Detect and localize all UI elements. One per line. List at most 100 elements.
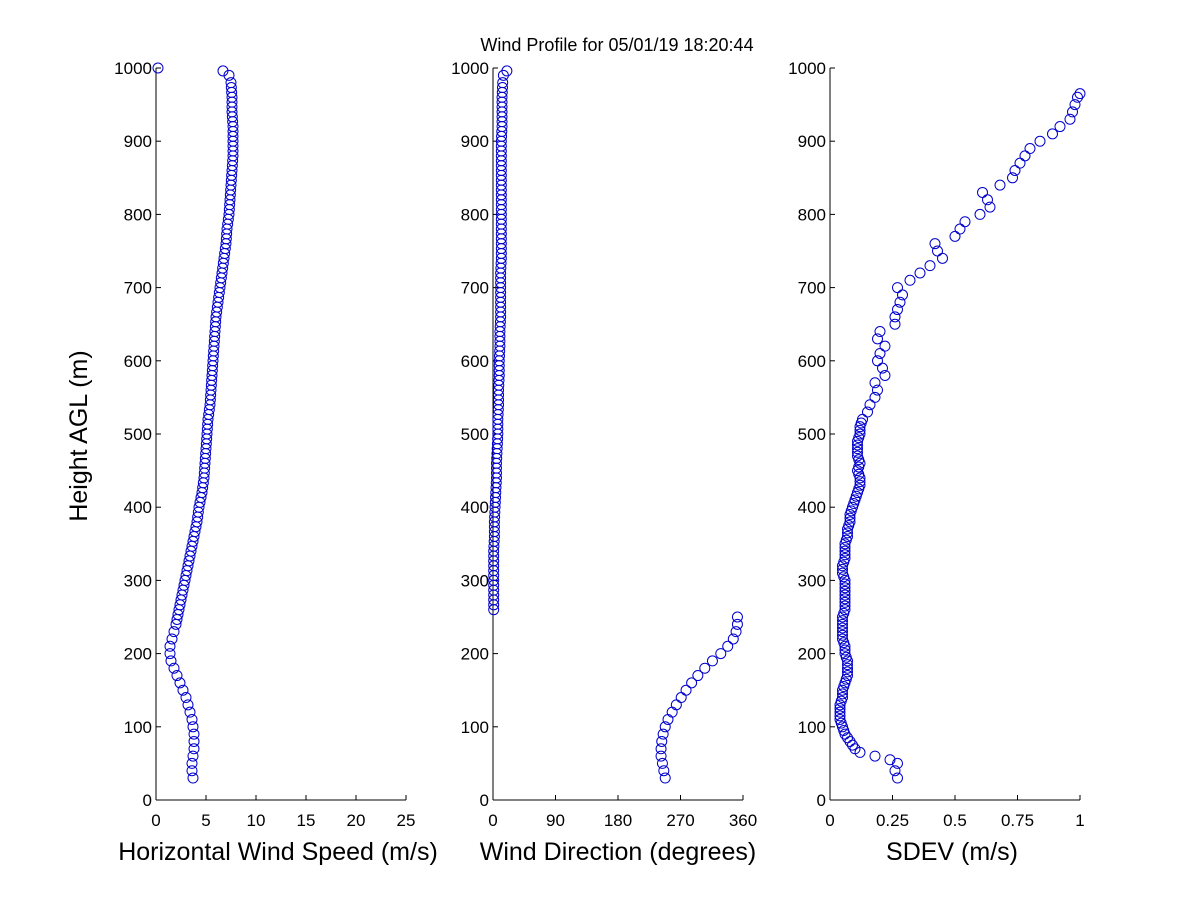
sdev-data-point <box>840 534 852 546</box>
speed-data-point <box>188 728 200 740</box>
sdev-data-point <box>839 549 851 561</box>
sdev-data-point <box>974 208 986 220</box>
speed-data-point <box>187 772 199 784</box>
sdev-data-point <box>1007 172 1018 184</box>
sdev-data-point <box>843 520 855 531</box>
sdev-y-tick-label: 100 <box>798 718 826 737</box>
sdev-data-point <box>1067 106 1078 118</box>
speed-data-point <box>186 765 198 777</box>
sdev-data-point <box>839 600 851 612</box>
y-axis-label: Height AGL (m) <box>65 350 93 521</box>
sdev-data-point <box>914 267 926 279</box>
speed-y-tick-label: 200 <box>124 645 152 664</box>
direction-x-axis-label: Wind Direction (degrees) <box>480 838 757 866</box>
speed-y-tick-label: 900 <box>124 132 152 151</box>
sdev-data-point <box>849 743 861 755</box>
direction-y-tick-label: 200 <box>461 645 489 664</box>
sdev-data-point <box>838 724 850 736</box>
sdev-data-point <box>894 296 906 308</box>
direction-data-point <box>659 772 671 784</box>
speed-data-point <box>187 721 199 733</box>
sdev-data-point <box>845 505 857 517</box>
sdev-data-point <box>1019 150 1031 162</box>
sdev-data-point <box>838 607 850 619</box>
panel-speed: 0 100 200 300 400 500 600 700 800 900 1000 0 5 10 15 20… <box>114 59 438 866</box>
direction-y-tick-label: 100 <box>461 718 489 737</box>
sdev-data-point <box>853 432 865 444</box>
sdev-data-point <box>835 717 847 729</box>
sdev-data-point <box>838 681 850 693</box>
direction-data-point <box>731 618 743 630</box>
sdev-data-point <box>854 424 866 436</box>
direction-data-point <box>655 750 667 762</box>
sdev-data-point <box>1069 99 1081 111</box>
sdev-data-point <box>839 644 851 656</box>
direction-data-point <box>658 765 670 777</box>
speed-y-tick-label: 700 <box>124 279 152 298</box>
sdev-x-tick-label: 1 <box>1075 811 1084 830</box>
sdev-data-point <box>839 582 851 594</box>
speed-data-point <box>165 655 177 667</box>
sdev-y-tick-label: 600 <box>798 352 826 371</box>
sdev-data-point <box>839 585 851 597</box>
speed-data-point <box>217 65 229 77</box>
direction-data-point <box>699 662 711 674</box>
sdev-data-point <box>842 662 853 674</box>
direction-x-tick-label: 360 <box>729 811 757 830</box>
sdev-y-tick-label: 200 <box>798 645 826 664</box>
sdev-data-point <box>848 498 860 510</box>
chart-title: Wind Profile for 05/01/19 18:20:44 <box>480 35 753 55</box>
speed-data-point <box>177 684 189 696</box>
sdev-data-point <box>924 260 936 272</box>
sdev-data-point <box>852 446 863 458</box>
sdev-data-point <box>854 476 866 488</box>
direction-data-point <box>655 743 667 755</box>
sdev-data-point <box>842 732 853 744</box>
sdev-x-tick-label: 0.25 <box>876 811 909 830</box>
sdev-data-point <box>842 666 853 678</box>
direction-y-tick-label: 600 <box>461 352 489 371</box>
sdev-data-point <box>862 406 873 418</box>
direction-x-tick-label: 0 <box>488 811 497 830</box>
sdev-data-point <box>984 201 996 213</box>
sdev-data-point <box>844 735 856 747</box>
speed-data-point <box>168 626 180 638</box>
sdev-data-point <box>838 637 850 649</box>
sdev-data-point <box>889 765 901 777</box>
sdev-x-tick-label: 0.5 <box>943 811 967 830</box>
sdev-data-point <box>994 179 1006 191</box>
sdev-data-point <box>1054 121 1066 133</box>
sdev-data-point <box>1034 135 1046 147</box>
sdev-y-tick-label: 700 <box>798 279 826 298</box>
panel-direction: 0 100 200 300 400 500 600 700 800 900 1000 0 90 180 27… <box>451 59 757 866</box>
speed-data-point <box>182 699 194 711</box>
sdev-x-axis-label: SDEV (m/s) <box>886 838 1018 866</box>
sdev-data-point <box>1014 157 1026 169</box>
sdev-y-tick-label: 800 <box>798 205 826 224</box>
sdev-data-point <box>852 443 863 455</box>
sdev-data-point <box>839 578 851 590</box>
speed-data-point <box>184 706 196 718</box>
speed-data-point <box>164 640 176 652</box>
direction-data-point <box>656 757 668 769</box>
speed-data-point <box>171 670 183 682</box>
sdev-data-point <box>844 512 856 524</box>
sdev-data-point <box>877 362 888 374</box>
direction-y-tick-label: 500 <box>461 425 489 444</box>
sdev-data-point <box>834 706 846 718</box>
sdev-data-point <box>1047 128 1058 140</box>
speed-y-tick-label: 100 <box>124 718 152 737</box>
sdev-data-point <box>837 618 848 630</box>
sdev-y-tick-label: 1000 <box>788 59 826 78</box>
sdev-data-point <box>853 468 865 480</box>
speed-x-tick-label: 0 <box>151 811 160 830</box>
sdev-data-point <box>837 563 848 575</box>
speed-data-point <box>186 713 198 725</box>
sdev-data-point <box>837 688 848 700</box>
direction-x-tick-label: 180 <box>604 811 632 830</box>
direction-y-tick-label: 400 <box>461 498 489 517</box>
speed-x-tick-label: 25 <box>397 811 416 830</box>
speed-data-point <box>180 692 192 704</box>
